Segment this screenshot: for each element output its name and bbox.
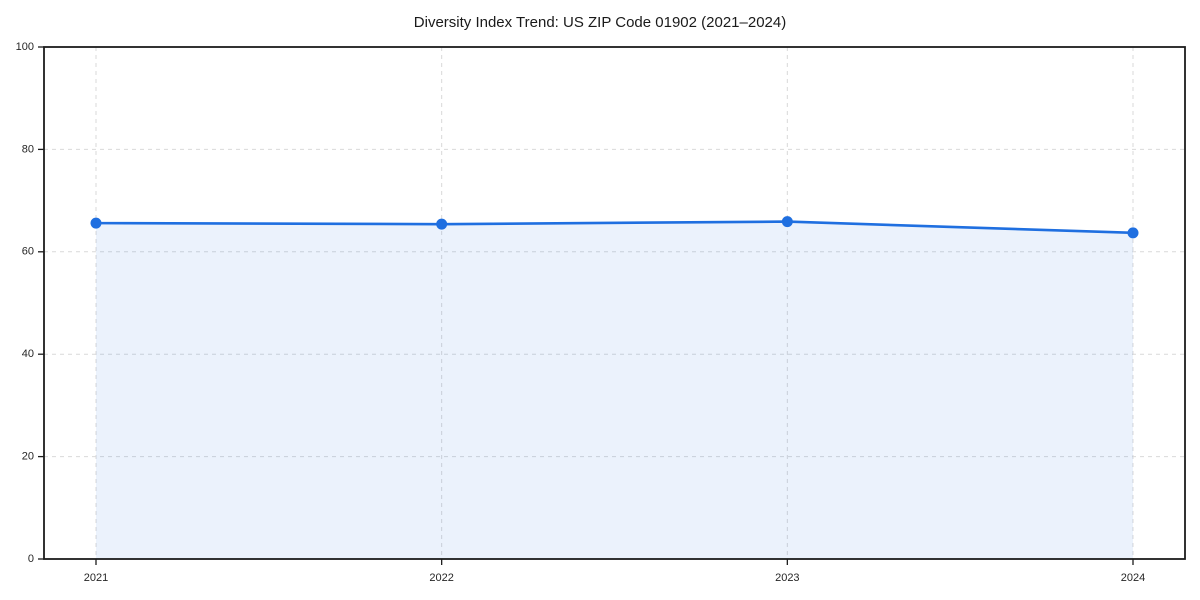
data-point-marker bbox=[90, 217, 102, 229]
x-tick-label: 2023 bbox=[775, 572, 799, 584]
y-tick-label: 60 bbox=[22, 246, 34, 258]
y-tick-label: 100 bbox=[16, 41, 34, 53]
y-tick-label: 20 bbox=[22, 451, 34, 463]
x-tick-label: 2022 bbox=[429, 572, 453, 584]
chart-title: Diversity Index Trend: US ZIP Code 01902… bbox=[413, 14, 787, 31]
y-tick-label: 80 bbox=[22, 143, 34, 155]
data-point-marker bbox=[436, 218, 448, 230]
area-fill bbox=[96, 221, 1133, 560]
y-tick-label: 0 bbox=[28, 553, 34, 565]
y-tick-label: 40 bbox=[22, 348, 34, 360]
plot-border bbox=[43, 46, 1186, 560]
data-point-marker bbox=[781, 216, 793, 228]
x-tick-label: 2024 bbox=[1121, 572, 1145, 584]
x-tick-label: 2021 bbox=[84, 572, 108, 584]
data-point-marker bbox=[1127, 227, 1139, 239]
trend-line bbox=[94, 220, 1135, 235]
